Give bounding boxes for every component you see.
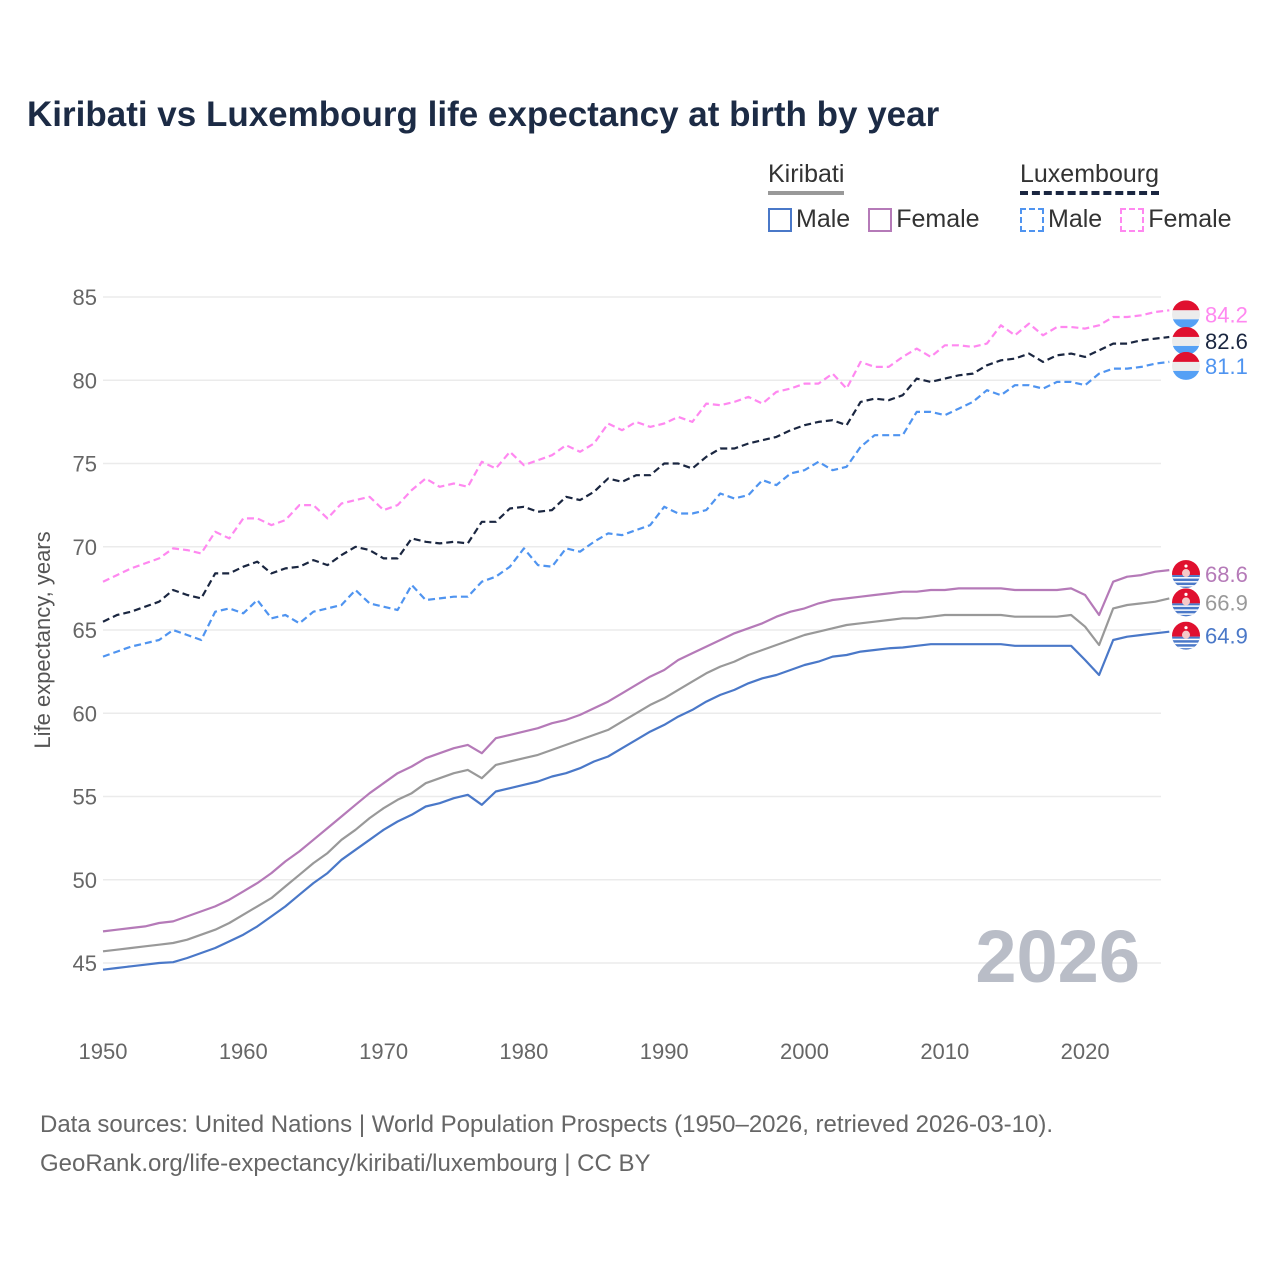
end-value-label: 82.6: [1205, 329, 1248, 354]
y-tick-label: 70: [73, 535, 97, 560]
x-tick-label: 1980: [499, 1039, 548, 1064]
luxembourg-flag-icon: [1172, 300, 1200, 329]
luxembourg-flag-icon: [1172, 326, 1200, 355]
series-line-kiribati-female: [102, 569, 1170, 933]
gridlines: [103, 296, 1161, 964]
x-tick-label: 2010: [920, 1039, 969, 1064]
year-watermark: 2026: [975, 915, 1140, 998]
end-labels: 84.282.681.1 68.6 66.9 64.9: [1172, 300, 1248, 650]
x-axis-ticks: 1950 1960 1970 1980 1990 2000 2010 2020: [79, 1039, 1110, 1064]
legend-swatch: [1020, 207, 1044, 232]
y-tick-label: 45: [73, 951, 97, 976]
legend-luxembourg: Luxembourg Male Female: [1020, 160, 1232, 234]
y-axis-label: Life expectancy, years: [30, 531, 55, 748]
end-value-label: 81.1: [1205, 354, 1248, 379]
kiribati-flag-icon: [1172, 621, 1200, 650]
legend-label: Male: [796, 205, 851, 233]
end-value-label: 66.9: [1205, 590, 1248, 615]
y-tick-label: 80: [73, 368, 97, 393]
x-tick-label: 1960: [219, 1039, 268, 1064]
y-axis-ticks: 45 50 55 60 65 70 75 80 85: [73, 285, 97, 976]
kiribati-flag-icon: [1172, 588, 1200, 617]
legend-kiribati: Kiribati Male Female: [768, 160, 980, 234]
legend-kiribati-header: Kiribati: [768, 160, 845, 195]
legend-label: Female: [1148, 205, 1232, 233]
legend-label: Female: [896, 205, 980, 233]
y-tick-label: 85: [73, 285, 97, 310]
footer: Data sources: United Nations | World Pop…: [40, 1105, 1053, 1183]
y-tick-label: 60: [73, 701, 97, 726]
x-tick-label: 1970: [359, 1039, 408, 1064]
legend-luxembourg-male[interactable]: Male: [1020, 205, 1102, 234]
x-tick-label: 2020: [1061, 1039, 1110, 1064]
y-tick-label: 50: [73, 868, 97, 893]
x-tick-label: 2000: [780, 1039, 829, 1064]
legend-kiribati-female[interactable]: Female: [868, 205, 980, 234]
series-line-luxembourg-female: [102, 309, 1170, 583]
x-tick-label: 1990: [640, 1039, 689, 1064]
series-lines: [102, 309, 1170, 971]
end-value-label: 64.9: [1205, 624, 1248, 649]
legend-label: Male: [1048, 205, 1103, 233]
legend-luxembourg-header: Luxembourg: [1020, 160, 1159, 195]
end-value-label: 68.6: [1205, 562, 1248, 587]
series-line-kiribati-male: [102, 630, 1170, 971]
y-tick-label: 75: [73, 452, 97, 477]
end-value-label: 84.2: [1205, 302, 1248, 327]
attribution-link[interactable]: GeoRank.org/life-expectancy/kiribati/lux…: [40, 1150, 651, 1177]
series-line-luxembourg-male: [102, 360, 1170, 658]
source-note: Data sources: United Nations | World Pop…: [40, 1111, 1054, 1138]
luxembourg-flag-icon: [1172, 351, 1200, 380]
kiribati-flag-icon: [1172, 560, 1200, 589]
legend-kiribati-male[interactable]: Male: [768, 205, 850, 234]
legend-swatch: [1120, 207, 1145, 232]
legend-swatch: [768, 207, 792, 232]
legend-luxembourg-female[interactable]: Female: [1120, 205, 1232, 234]
legend-swatch: [868, 207, 893, 232]
y-tick-label: 65: [73, 618, 97, 643]
x-tick-label: 1950: [79, 1039, 128, 1064]
series-line-kiribati-total: [102, 597, 1170, 953]
series-line-luxembourg-total: [102, 335, 1170, 623]
y-tick-label: 55: [73, 785, 97, 810]
chart-title: Kiribati vs Luxembourg life expectancy a…: [27, 95, 940, 134]
